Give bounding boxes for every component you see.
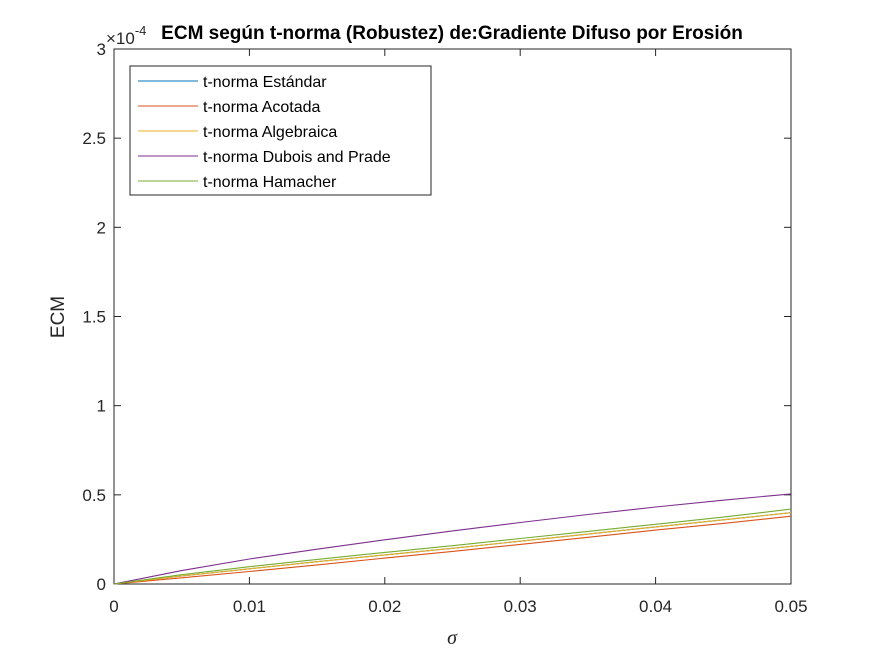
y-tick-label: 0 (97, 575, 106, 594)
y-tick-label: 0.5 (82, 486, 106, 505)
chart-title: ECM según t-norma (Robustez) de:Gradient… (161, 23, 743, 44)
legend-entry-label: t-norma Acotada (203, 99, 321, 116)
y-tick-label: 2.5 (82, 129, 106, 148)
legend: t-norma Estándar t-norma Acotada t-norma A… (129, 65, 432, 196)
y-tick-label: 2 (97, 218, 106, 237)
series-line-5 (113, 508, 792, 585)
legend-entry-label: t-norma Hamacher (203, 174, 337, 191)
legend-entry-label: t-norma Algebraica (203, 124, 337, 141)
x-axis-label: σ (447, 627, 458, 649)
series-lines (113, 493, 792, 585)
x-tick-label: 0.01 (233, 597, 266, 616)
x-tick-label: 0.04 (639, 597, 672, 616)
y-tick-label: 1.5 (82, 308, 106, 327)
y-axis-label: ECM (48, 296, 69, 338)
chart-labels: ECM según t-norma (Robustez) de:Gradient… (48, 23, 743, 649)
y-tick-label: 3 (97, 40, 106, 59)
series-line-3 (113, 512, 792, 585)
y-axis-exponent-power: -4 (135, 23, 147, 38)
y-axis-exponent: ×10-4 (106, 23, 146, 48)
series-line-2 (113, 515, 792, 585)
x-tick-label: 0 (109, 597, 118, 616)
x-tick-label: 0.05 (774, 597, 807, 616)
series-line-4 (113, 493, 792, 585)
y-axis-exponent-base: ×10 (106, 29, 135, 48)
x-tick-label: 0.02 (368, 597, 401, 616)
y-tick-label: 1 (97, 397, 106, 416)
legend-entry-label: t-norma Dubois and Prade (203, 149, 391, 166)
legend-entry-label: t-norma Estándar (203, 74, 327, 91)
x-tick-label: 0.03 (504, 597, 537, 616)
